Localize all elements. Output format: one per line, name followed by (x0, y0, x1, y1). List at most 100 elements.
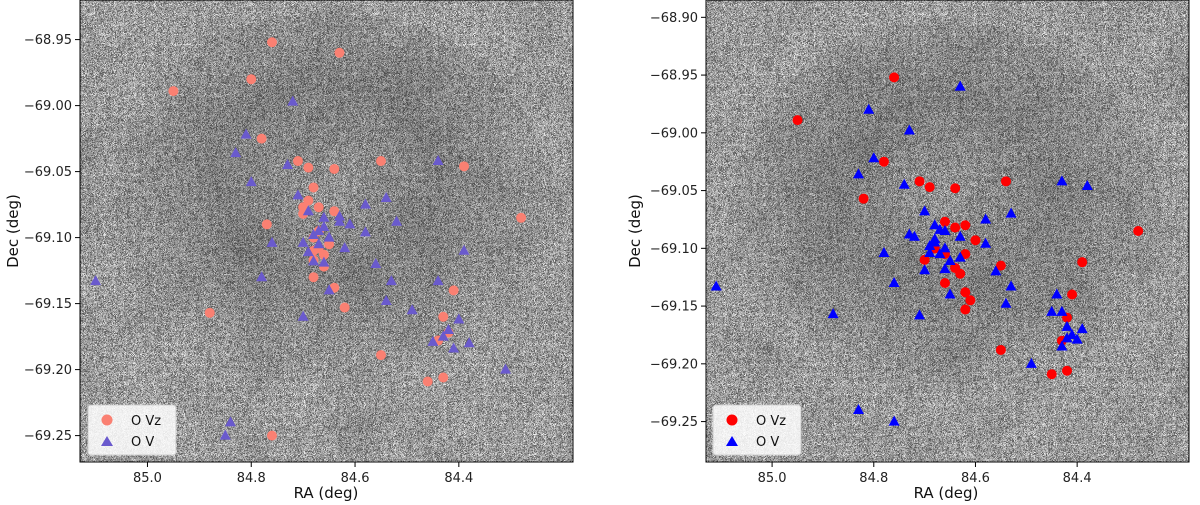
left-o-v-point (339, 242, 351, 253)
left-o-v-point (318, 256, 330, 267)
left-o-vz-point (329, 163, 340, 174)
left-o-v-point (318, 211, 330, 222)
right-o-vz-point (950, 183, 961, 194)
right-o-vz-point (914, 176, 925, 187)
left-o-vz-point (375, 350, 386, 361)
right-o-vz-point (939, 277, 950, 288)
right-o-v-point (939, 263, 951, 274)
legend-o-vz-label: O Vz (131, 414, 161, 429)
right-y-tick-label: −69.25 (650, 415, 698, 430)
left-o-v-point (448, 342, 460, 353)
left-o-v-point (453, 313, 465, 324)
right-o-v-point (1056, 340, 1068, 351)
left-o-v-point (391, 215, 403, 226)
left-o-v-point (302, 205, 314, 216)
right-o-vz-point (939, 216, 950, 227)
right-o-vz-point (1000, 176, 1011, 187)
left-o-vz-point (308, 182, 319, 193)
right-axis-ticks: 85.0 84.8 84.6 84.4 −68.90 −68.95 −69.00 −69.05… (650, 11, 1092, 486)
left-plot-frame (79, 0, 574, 463)
right-x-tick-label: 85.0 (758, 471, 787, 486)
left-data-markers (90, 37, 527, 441)
left-o-vz-point (313, 202, 324, 213)
right-o-v-point (853, 168, 865, 179)
left-o-vz-point (292, 156, 303, 167)
left-x-tick-label: 84.6 (341, 471, 370, 486)
right-o-vz-point (1133, 226, 1144, 236)
right-o-vz-point (1067, 289, 1078, 300)
left-o-v-point (318, 221, 330, 232)
legend-o-vz-label: O Vz (756, 414, 786, 429)
right-o-v-point (903, 228, 915, 239)
left-o-v-point (302, 246, 314, 257)
right-o-v-point (903, 124, 915, 135)
right-legend: O Vz O V (712, 404, 802, 456)
left-x-tick-label: 84.8 (237, 471, 266, 486)
left-o-v-point (256, 271, 268, 282)
right-o-v-point (878, 246, 890, 257)
right-x-tick-label: 84.8 (859, 471, 888, 486)
right-o-v-point (868, 152, 880, 163)
right-panel: 85.0 84.8 84.6 84.4 −68.90 −68.95 −69.00 −69.05… (626, 0, 1190, 502)
left-legend: O Vz O V (87, 404, 177, 456)
right-o-v-point (888, 276, 900, 287)
left-o-vz-point (267, 430, 278, 441)
right-o-v-point (1061, 332, 1073, 343)
left-x-tick-label: 85.0 (133, 471, 162, 486)
right-o-vz-point (1046, 369, 1057, 380)
right-y-tick-label: −69.00 (650, 126, 698, 141)
right-o-v-point (827, 308, 839, 319)
right-o-v-point (924, 240, 936, 251)
right-o-v-point (1025, 357, 1037, 368)
left-y-tick-label: −68.95 (24, 33, 72, 48)
right-plot-frame (705, 0, 1190, 463)
left-y-tick-label: −69.25 (24, 429, 72, 444)
right-o-vz-point (889, 72, 900, 83)
left-o-v-point (282, 159, 294, 169)
right-o-vz-point (858, 193, 869, 204)
right-o-v-point (1005, 207, 1017, 218)
left-o-vz-point (168, 86, 179, 97)
left-o-vz-point (339, 302, 350, 313)
left-o-v-point (359, 226, 371, 237)
left-o-v-point (90, 275, 102, 286)
right-o-v-point (1051, 288, 1063, 299)
left-o-v-point (380, 192, 392, 202)
right-o-vz-point (1061, 365, 1072, 376)
right-o-v-point (853, 404, 865, 415)
left-o-v-point (292, 189, 304, 200)
legend-o-v-marker (101, 436, 113, 446)
legend-o-v-label: O V (131, 435, 154, 450)
right-o-v-point (944, 288, 956, 299)
right-nebula-background (706, 0, 1189, 462)
left-o-vz-point (267, 37, 278, 48)
right-o-v-point (934, 248, 946, 259)
left-o-v-point (437, 330, 449, 341)
left-o-vz-point (318, 249, 329, 260)
right-o-v-point (1066, 328, 1078, 339)
left-o-vz-point (246, 74, 257, 85)
left-o-v-point (245, 176, 257, 187)
left-o-v-point (385, 275, 397, 286)
left-panel: 85.0 84.8 84.6 84.4 −68.95 −69.00 −69.05 −69.10… (4, 0, 574, 502)
left-o-v-point (427, 335, 439, 346)
right-y-tick-label: −69.05 (650, 184, 698, 199)
right-o-vz-point (955, 268, 966, 279)
right-o-v-point (929, 219, 941, 230)
left-o-v-point (297, 236, 309, 247)
left-o-v-point (323, 284, 335, 295)
left-y-axis-label: Dec (deg) (4, 194, 22, 268)
left-x-axis-label: RA (deg) (294, 484, 359, 502)
right-o-v-point (1071, 333, 1083, 344)
right-o-v-point (954, 251, 966, 262)
left-o-v-point (308, 228, 320, 239)
right-o-vz-point (924, 182, 935, 193)
right-o-v-point (944, 255, 956, 266)
right-o-vz-point (960, 304, 971, 315)
left-y-tick-label: −69.05 (24, 165, 72, 180)
left-o-v-point (432, 275, 444, 286)
left-o-vz-point (375, 156, 386, 167)
right-o-v-point (934, 223, 946, 234)
right-o-vz-point (1077, 257, 1088, 268)
